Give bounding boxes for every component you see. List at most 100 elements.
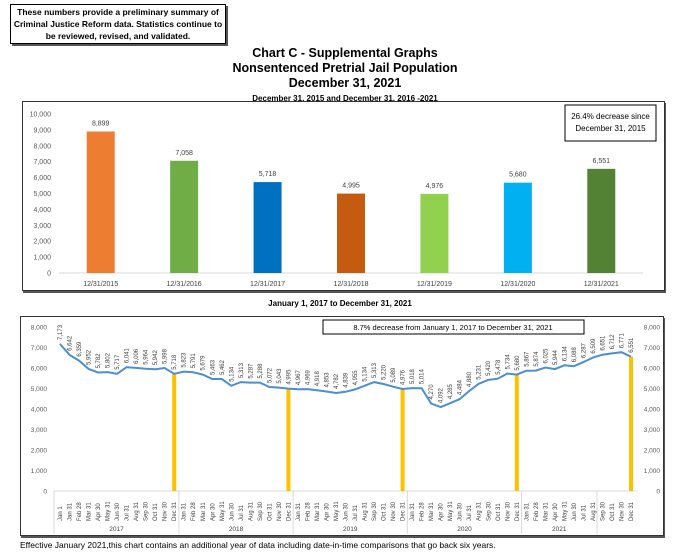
bar-12/31/2018 [337, 193, 365, 273]
data-label: 4,092 [439, 387, 445, 403]
x-tick-label: Sep 30 [144, 501, 150, 521]
data-label: 5,287 [248, 363, 254, 379]
data-label: 5,867 [524, 351, 530, 367]
y-tick-label-left: 0 [43, 489, 47, 496]
x-tick-label: Feb 28 [305, 502, 311, 521]
x-tick-label: Aug 31 [363, 501, 369, 521]
highlight-bar [286, 388, 291, 491]
chart-title: Chart C - Supplemental Graphs [252, 46, 438, 60]
data-label: 5,014 [420, 369, 426, 385]
y-tick-label-right: 1,000 [644, 468, 661, 475]
data-label: 5,942 [153, 350, 159, 366]
bar-12/31/2019 [420, 193, 449, 273]
data-label: 4,285 [448, 383, 454, 399]
data-label: 5,802 [106, 352, 112, 368]
data-label: 4,782 [334, 373, 340, 389]
data-label: 5,313 [239, 362, 245, 378]
x-tick-label: Jul 31 [125, 504, 131, 521]
y-tick-label-right: 8,000 [644, 325, 661, 332]
x-tick-label: Aug 31 [134, 501, 140, 521]
x-tick-label: May 31 [562, 501, 568, 521]
data-label: 6,771 [619, 333, 625, 349]
data-label: 4,969 [305, 369, 311, 385]
x-tick-label: Oct 31 [496, 503, 502, 521]
x-tick-label: Jun 30 [344, 502, 350, 521]
x-tick-label: 12/31/2016 [167, 281, 202, 288]
annotation-text: 8.7% decrease from January 1, 2017 to De… [353, 323, 552, 332]
line-chart-subtitle: January 1, 2017 to December 31, 2021 [268, 299, 412, 308]
x-tick-label: Nov 30 [619, 501, 625, 521]
bar-value-label: 5,680 [509, 172, 527, 179]
data-label: 5,018 [410, 368, 416, 384]
data-label: 5,680 [515, 355, 521, 371]
x-tick-label: Jan 31 [296, 502, 302, 521]
data-label: 5,791 [191, 353, 197, 369]
data-label: 5,782 [96, 353, 102, 369]
data-label: 6,642 [68, 335, 74, 351]
chart-titles: Chart C - Supplemental Graphs Nonsentenc… [200, 46, 490, 106]
bar-12/31/2020 [503, 182, 532, 273]
x-tick-label: Oct 31 [610, 503, 616, 521]
year-label: 2021 [552, 526, 567, 533]
x-tick-label: 12/31/2015 [83, 281, 118, 288]
x-tick-label: Nov 30 [277, 501, 283, 521]
x-tick-label: 12/31/2021 [584, 281, 619, 288]
x-tick-label: Sep 30 [486, 501, 492, 521]
y-tick-label-right: 4,000 [644, 407, 661, 414]
data-label: 4,955 [353, 370, 359, 386]
data-label: 4,976 [401, 369, 407, 385]
x-tick-label: Sep 30 [372, 501, 378, 521]
data-label: 6,088 [572, 347, 578, 363]
x-tick-label: Mar 31 [543, 502, 549, 521]
x-tick-label: Mar 31 [429, 502, 435, 521]
y-tick-label: 7,000 [33, 159, 51, 166]
x-tick-label: Jan 1 [58, 506, 64, 521]
y-tick-label-left: 2,000 [31, 448, 48, 455]
x-tick-label: Apr 30 [439, 503, 445, 521]
data-label: 6,287 [581, 342, 587, 358]
chart-title-population: Nonsentenced Pretrial Jail Population [232, 61, 458, 75]
y-tick-label-left: 4,000 [31, 407, 48, 414]
bar-value-label: 5,718 [259, 171, 277, 178]
y-tick-label-right: 3,000 [644, 427, 661, 434]
x-tick-label: Nov 30 [391, 501, 397, 521]
x-tick-label: Aug 31 [591, 501, 597, 521]
data-label: 6,712 [610, 334, 616, 350]
data-label: 5,134 [229, 366, 235, 382]
x-tick-label: Jan 31 [524, 502, 530, 521]
highlight-bar [629, 356, 633, 491]
x-tick-label: May 31 [106, 501, 112, 521]
data-label: 4,995 [286, 369, 292, 385]
line-chart: 0 0 1,000 1,000 2,000 2,000 3,000 3,000 4,000 4,0… [31, 319, 661, 534]
data-label: 5,998 [163, 348, 169, 364]
data-label: 5,823 [182, 352, 188, 368]
x-tick-label: Nov 30 [505, 501, 511, 521]
x-tick-label: Mar 31 [315, 502, 321, 521]
data-label: 6,134 [562, 346, 568, 362]
y-tick-label: 3,000 [33, 223, 51, 230]
x-tick-label: May 31 [334, 501, 340, 521]
x-tick-label: Apr 30 [96, 503, 102, 521]
data-label: 5,679 [201, 355, 207, 371]
year-label: 2020 [457, 526, 472, 533]
x-tick-label: Jan 31 [68, 502, 74, 521]
bar-12/31/2015 [86, 131, 115, 273]
x-tick-label: Feb 28 [191, 502, 197, 521]
x-tick-label: Jan 31 [182, 502, 188, 521]
data-label: 4,484 [458, 379, 464, 395]
bar-value-label: 8,899 [92, 121, 110, 128]
annotation-text: 26.4% decrease since [571, 112, 650, 121]
bar-12/31/2017 [253, 182, 282, 273]
data-label: 6,551 [629, 337, 635, 353]
bar-value-label: 7,058 [175, 150, 193, 157]
data-label: 4,270 [429, 384, 435, 400]
x-tick-label: Apr 30 [553, 503, 559, 521]
x-tick-label: Mar 31 [87, 502, 93, 521]
x-tick-label: Jul 31 [239, 504, 245, 521]
x-tick-label: Oct 31 [153, 503, 159, 521]
line-chart-panel: 0 0 1,000 1,000 2,000 2,000 3,000 3,000 4,000 4,0… [20, 316, 664, 536]
y-tick-label: 1,000 [33, 255, 51, 262]
y-tick-label: 8,000 [33, 143, 51, 150]
x-tick-label: Nov 30 [163, 501, 169, 521]
x-tick-label: Jan 31 [410, 502, 416, 521]
